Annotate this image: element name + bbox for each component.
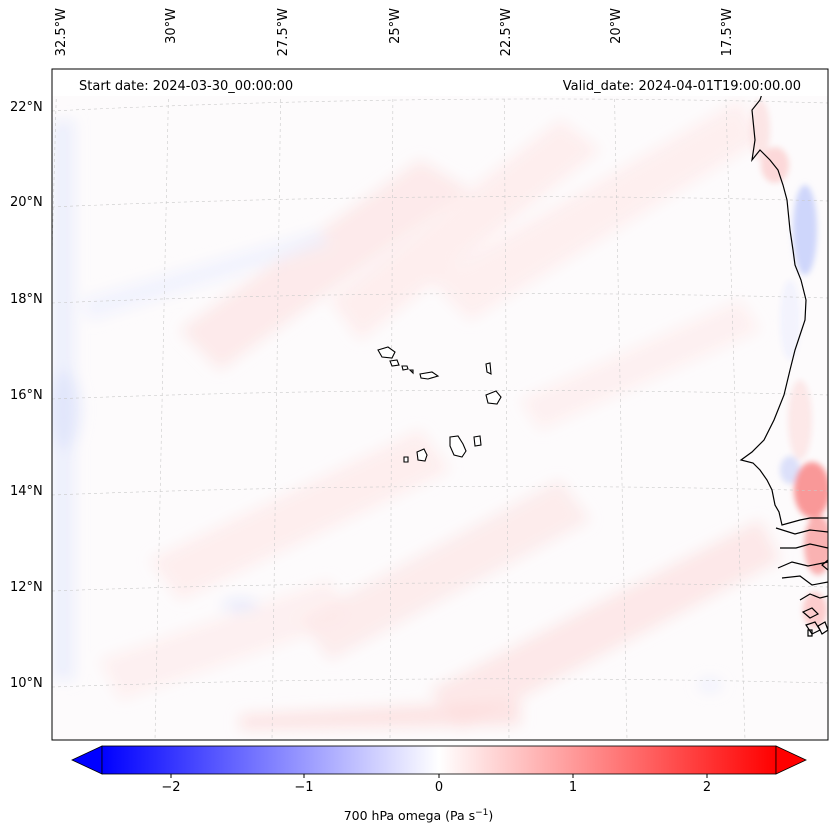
map-background: [52, 69, 828, 740]
colorbar-tick-label: 2: [702, 780, 712, 795]
lat-label-12n: 12°N: [10, 580, 43, 595]
colorbar-tick-label: 1: [568, 780, 578, 795]
colorbar-ticks: [170, 774, 708, 778]
colorbar-gradient: [101, 745, 777, 775]
coastal-omega-signal: [750, 100, 828, 628]
header-strip: [52, 69, 828, 96]
valid-date-label: Valid_date: 2024-04-01T19:00:00.00: [562, 79, 801, 94]
colorbar-title-exponent: −1: [475, 808, 489, 818]
colorbar: [71, 745, 807, 778]
colorbar-tick-label: 0: [434, 780, 444, 795]
lat-label-18n: 18°N: [10, 292, 43, 307]
colorbar-tick-label: −1: [294, 780, 314, 795]
lat-label-22n: 22°N: [10, 100, 43, 115]
colorbar-tick-label: −2: [161, 780, 181, 795]
map-frame: [51, 68, 829, 741]
gridlines: [52, 69, 828, 740]
lat-label-10n: 10°N: [10, 676, 43, 691]
lat-label-14n: 14°N: [10, 484, 43, 499]
colorbar-low-extend: [71, 745, 103, 775]
colorbar-high-extend: [775, 745, 807, 775]
west-african-coastline: [739, 69, 828, 637]
lat-label-16n: 16°N: [10, 388, 43, 403]
omega-field: [52, 100, 780, 730]
start-date-label: Start date: 2024-03-30_00:00:00: [79, 79, 294, 94]
cape-verde-islands: [377, 346, 502, 463]
lat-label-20n: 20°N: [10, 195, 43, 210]
colorbar-title: 700 hPa omega (Pa s−1): [343, 808, 494, 824]
